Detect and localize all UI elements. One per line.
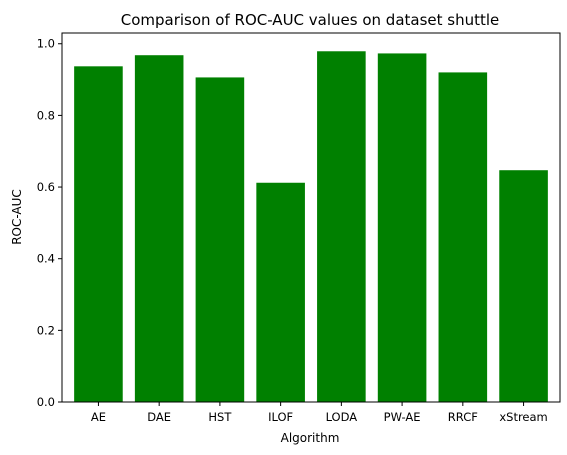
x-axis: AE DAE HST ILOF LODA PW-AE RRCF xStream bbox=[91, 402, 548, 424]
x-tick-label: HST bbox=[208, 410, 232, 424]
y-tick-label: 1.0 bbox=[37, 37, 55, 51]
bars-group bbox=[74, 51, 548, 403]
y-axis: 0.0 0.2 0.4 0.6 0.8 1.0 bbox=[37, 37, 62, 409]
bar-xstream bbox=[499, 170, 548, 402]
bar-hst bbox=[195, 77, 245, 402]
bar-rrcf bbox=[438, 72, 488, 402]
bar-ae bbox=[74, 66, 123, 402]
x-tick-label: ILOF bbox=[268, 410, 293, 424]
x-tick-label: DAE bbox=[147, 410, 171, 424]
x-tick-label: RRCF bbox=[448, 410, 478, 424]
bar-loda bbox=[317, 51, 366, 402]
y-tick-label: 0.4 bbox=[37, 252, 55, 266]
y-tick-label: 0.8 bbox=[37, 108, 55, 122]
y-axis-label: ROC-AUC bbox=[10, 189, 24, 245]
y-tick-label: 0.0 bbox=[37, 395, 55, 409]
bar-dae bbox=[134, 55, 184, 403]
bar-pw-ae bbox=[377, 53, 427, 403]
x-tick-label: AE bbox=[91, 410, 106, 424]
bar-ilof bbox=[256, 182, 305, 402]
x-tick-label: xStream bbox=[499, 410, 547, 424]
x-axis-label: Algorithm bbox=[281, 431, 340, 445]
y-tick-label: 0.2 bbox=[37, 323, 55, 337]
chart-title: Comparison of ROC-AUC values on dataset … bbox=[121, 11, 500, 29]
plot-frame bbox=[61, 32, 561, 403]
y-tick-label: 0.6 bbox=[37, 180, 55, 194]
x-tick-label: LODA bbox=[326, 410, 358, 424]
x-tick-label: PW-AE bbox=[384, 410, 421, 424]
